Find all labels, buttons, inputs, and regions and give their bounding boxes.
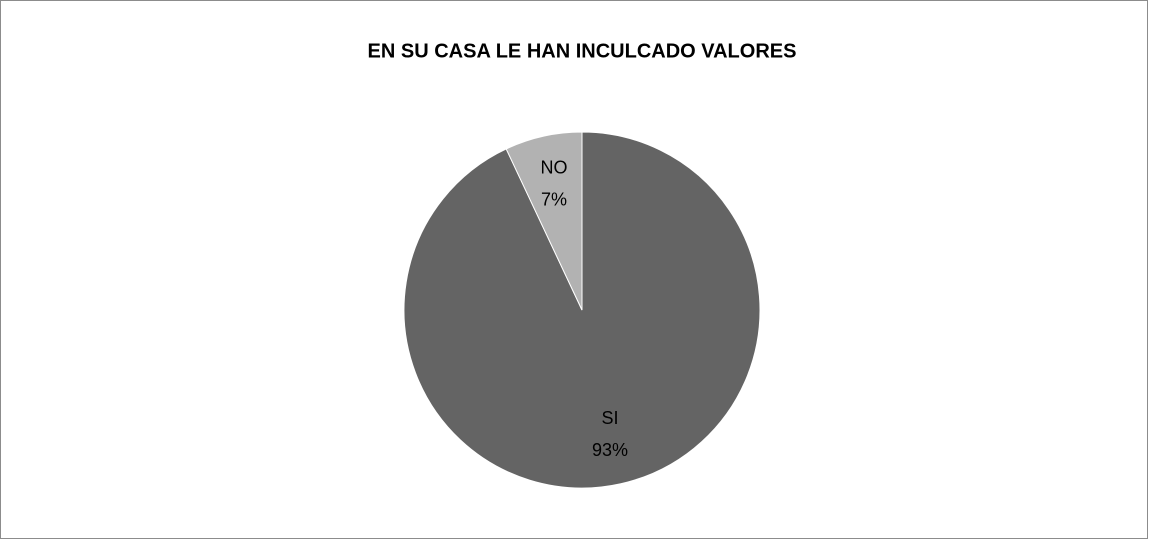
slice-label: NO [541,158,568,178]
slice-value-label: 7% [541,190,567,210]
slice-label: SI [601,408,618,428]
chart-title: EN SU CASA LE HAN INCULCADO VALORES [368,40,797,62]
slice-value-label: 93% [592,440,628,460]
pie-slice [505,131,583,311]
pie-slice [403,131,761,489]
